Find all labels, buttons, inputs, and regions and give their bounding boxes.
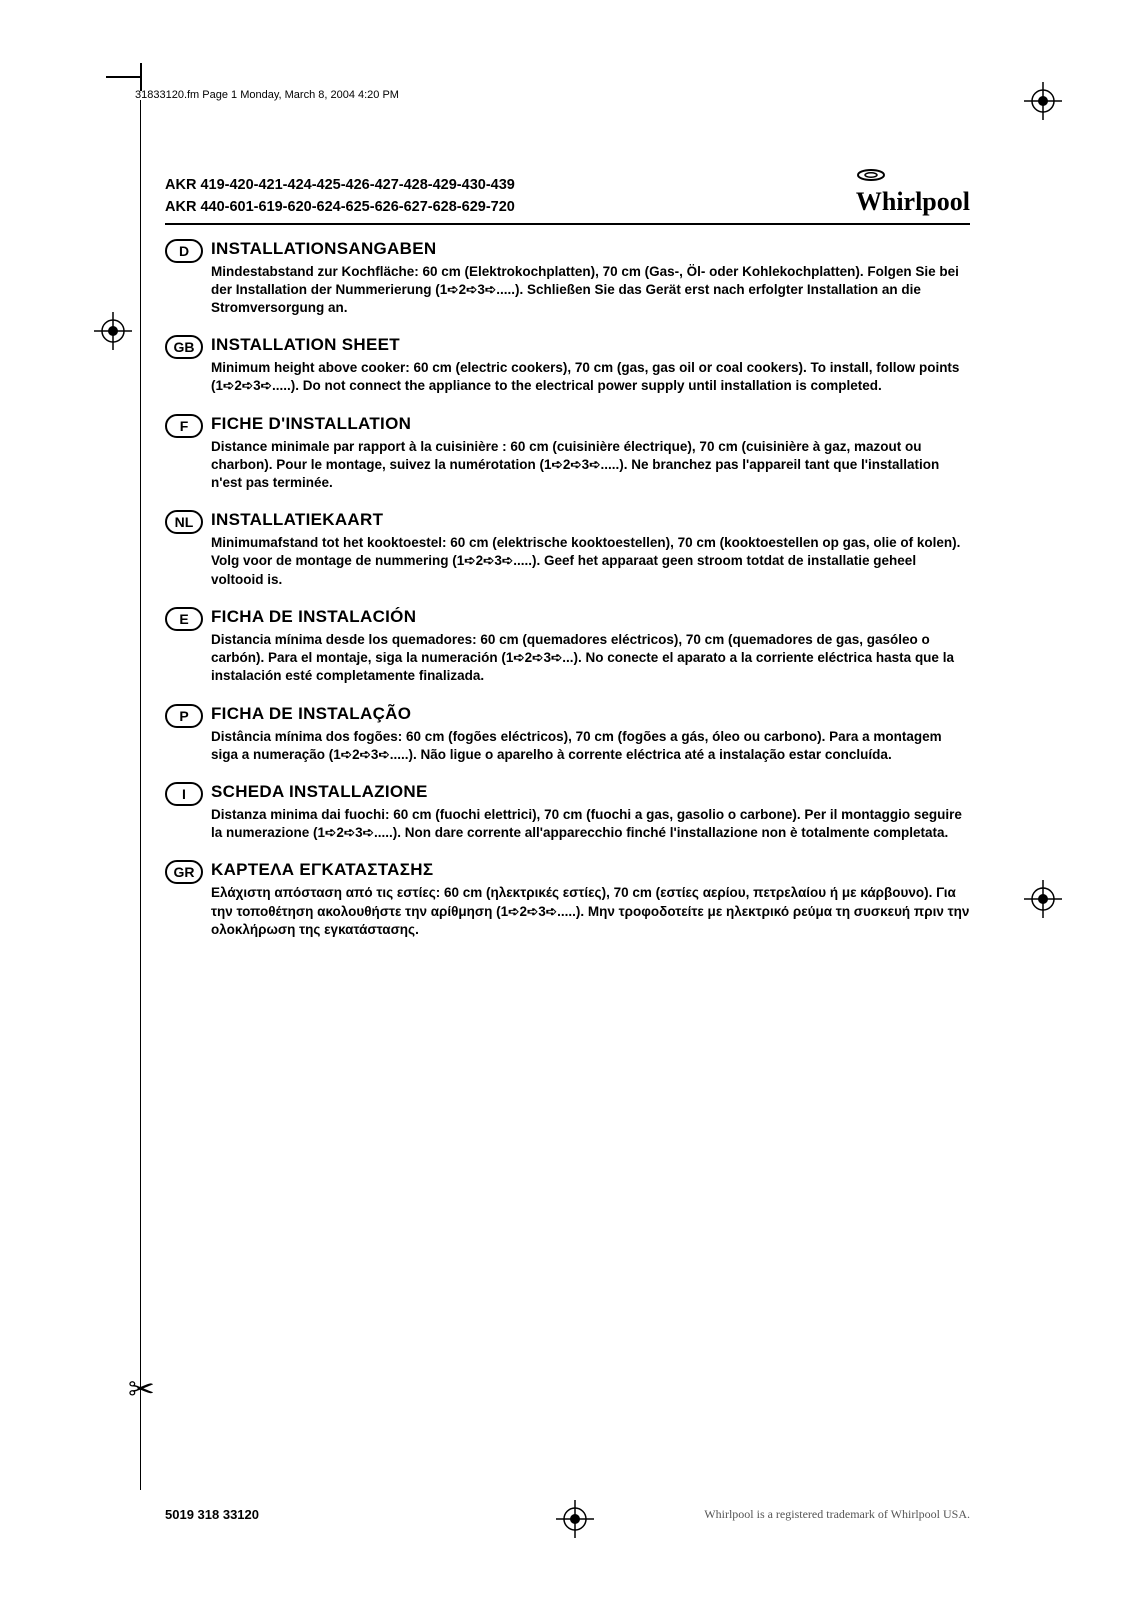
language-section: GB INSTALLATION SHEET Minimum height above…	[165, 335, 970, 395]
scissors-icon: ✂	[128, 1370, 155, 1408]
header-divider	[165, 223, 970, 225]
footer-part-number: 5019 318 33120	[165, 1507, 259, 1522]
section-body: FICHE D'INSTALLATION Distance minimale pa…	[211, 414, 970, 493]
registration-mark-bottom	[556, 1500, 594, 1538]
section-text: Distância mínima dos fogões: 60 cm (fogõ…	[211, 728, 970, 764]
language-section: E FICHA DE INSTALACIÓN Distancia mínima de…	[165, 607, 970, 686]
language-section: F FICHE D'INSTALLATION Distance minimale p…	[165, 414, 970, 493]
language-section: NL INSTALLATIEKAART Minimumafstand tot het…	[165, 510, 970, 589]
crop-line-top-h	[106, 76, 142, 78]
section-text: Mindestabstand zur Kochfläche: 60 cm (El…	[211, 263, 970, 318]
models-row-2: AKR 440-601-619-620-624-625-626-627-628-…	[165, 197, 970, 219]
language-code-badge: GR	[165, 860, 203, 884]
section-text: Distance minimale par rapport à la cuisi…	[211, 438, 970, 493]
section-body: INSTALLATIONSANGABEN Mindestabstand zur K…	[211, 239, 970, 318]
section-title: FICHE D'INSTALLATION	[211, 414, 970, 434]
whirlpool-swirl-icon	[856, 168, 886, 182]
section-title: SCHEDA INSTALLAZIONE	[211, 782, 970, 802]
section-title: INSTALLATIONSANGABEN	[211, 239, 970, 259]
section-body: INSTALLATIEKAART Minimumafstand tot het k…	[211, 510, 970, 589]
page-content: 31833120.fm Page 1 Monday, March 8, 2004…	[165, 175, 970, 957]
section-title: INSTALLATIEKAART	[211, 510, 970, 530]
cut-line-left	[140, 100, 141, 1490]
section-title: FICHA DE INSTALAÇÃO	[211, 704, 970, 724]
section-text: Ελάχιστη απόσταση από τις εστίες: 60 cm …	[211, 884, 970, 939]
models-row-1: AKR 419-420-421-424-425-426-427-428-429-…	[165, 175, 970, 197]
footer-trademark: Whirlpool is a registered trademark of W…	[704, 1507, 970, 1522]
crop-line-top-v	[140, 63, 142, 91]
language-section: D INSTALLATIONSANGABEN Mindestabstand zur …	[165, 239, 970, 318]
section-body: INSTALLATION SHEET Minimum height above c…	[211, 335, 970, 395]
brand-text: Whirlpool	[856, 187, 970, 216]
language-code-badge: GB	[165, 335, 203, 359]
section-body: FICHA DE INSTALAÇÃO Distância mínima dos …	[211, 704, 970, 764]
section-body: SCHEDA INSTALLAZIONE Distanza minima dai …	[211, 782, 970, 842]
section-text: Minimumafstand tot het kooktoestel: 60 c…	[211, 534, 970, 589]
section-text: Minimum height above cooker: 60 cm (elec…	[211, 359, 970, 395]
language-code-badge: I	[165, 782, 203, 806]
section-text: Distancia mínima desde los quemadores: 6…	[211, 631, 970, 686]
section-text: Distanza minima dai fuochi: 60 cm (fuoch…	[211, 806, 970, 842]
section-body: ΚΑΡΤΕΛΑ ΕΓΚΑΤΑΣΤΑΣΗΣ Ελάχιστη απόσταση απ…	[211, 860, 970, 939]
language-section: I SCHEDA INSTALLAZIONE Distanza minima dai…	[165, 782, 970, 842]
section-title: ΚΑΡΤΕΛΑ ΕΓΚΑΤΑΣΤΑΣΗΣ	[211, 860, 970, 880]
language-section: P FICHA DE INSTALAÇÃO Distância mínima dos…	[165, 704, 970, 764]
section-title: INSTALLATION SHEET	[211, 335, 970, 355]
language-code-badge: D	[165, 239, 203, 263]
registration-mark-right-top	[1024, 82, 1062, 120]
registration-mark-right-mid	[1024, 880, 1062, 918]
language-code-badge: P	[165, 704, 203, 728]
brand-logo: Whirlpool	[856, 157, 970, 217]
registration-mark-left	[94, 312, 132, 350]
language-section: GR ΚΑΡΤΕΛΑ ΕΓΚΑΤΑΣΤΑΣΗΣ Ελάχιστη απόσταση …	[165, 860, 970, 939]
section-body: FICHA DE INSTALACIÓN Distancia mínima des…	[211, 607, 970, 686]
section-title: FICHA DE INSTALACIÓN	[211, 607, 970, 627]
language-code-badge: E	[165, 607, 203, 631]
framemaker-header: 31833120.fm Page 1 Monday, March 8, 2004…	[135, 89, 399, 101]
model-numbers: AKR 419-420-421-424-425-426-427-428-429-…	[165, 175, 970, 219]
language-code-badge: F	[165, 414, 203, 438]
language-code-badge: NL	[165, 510, 203, 534]
